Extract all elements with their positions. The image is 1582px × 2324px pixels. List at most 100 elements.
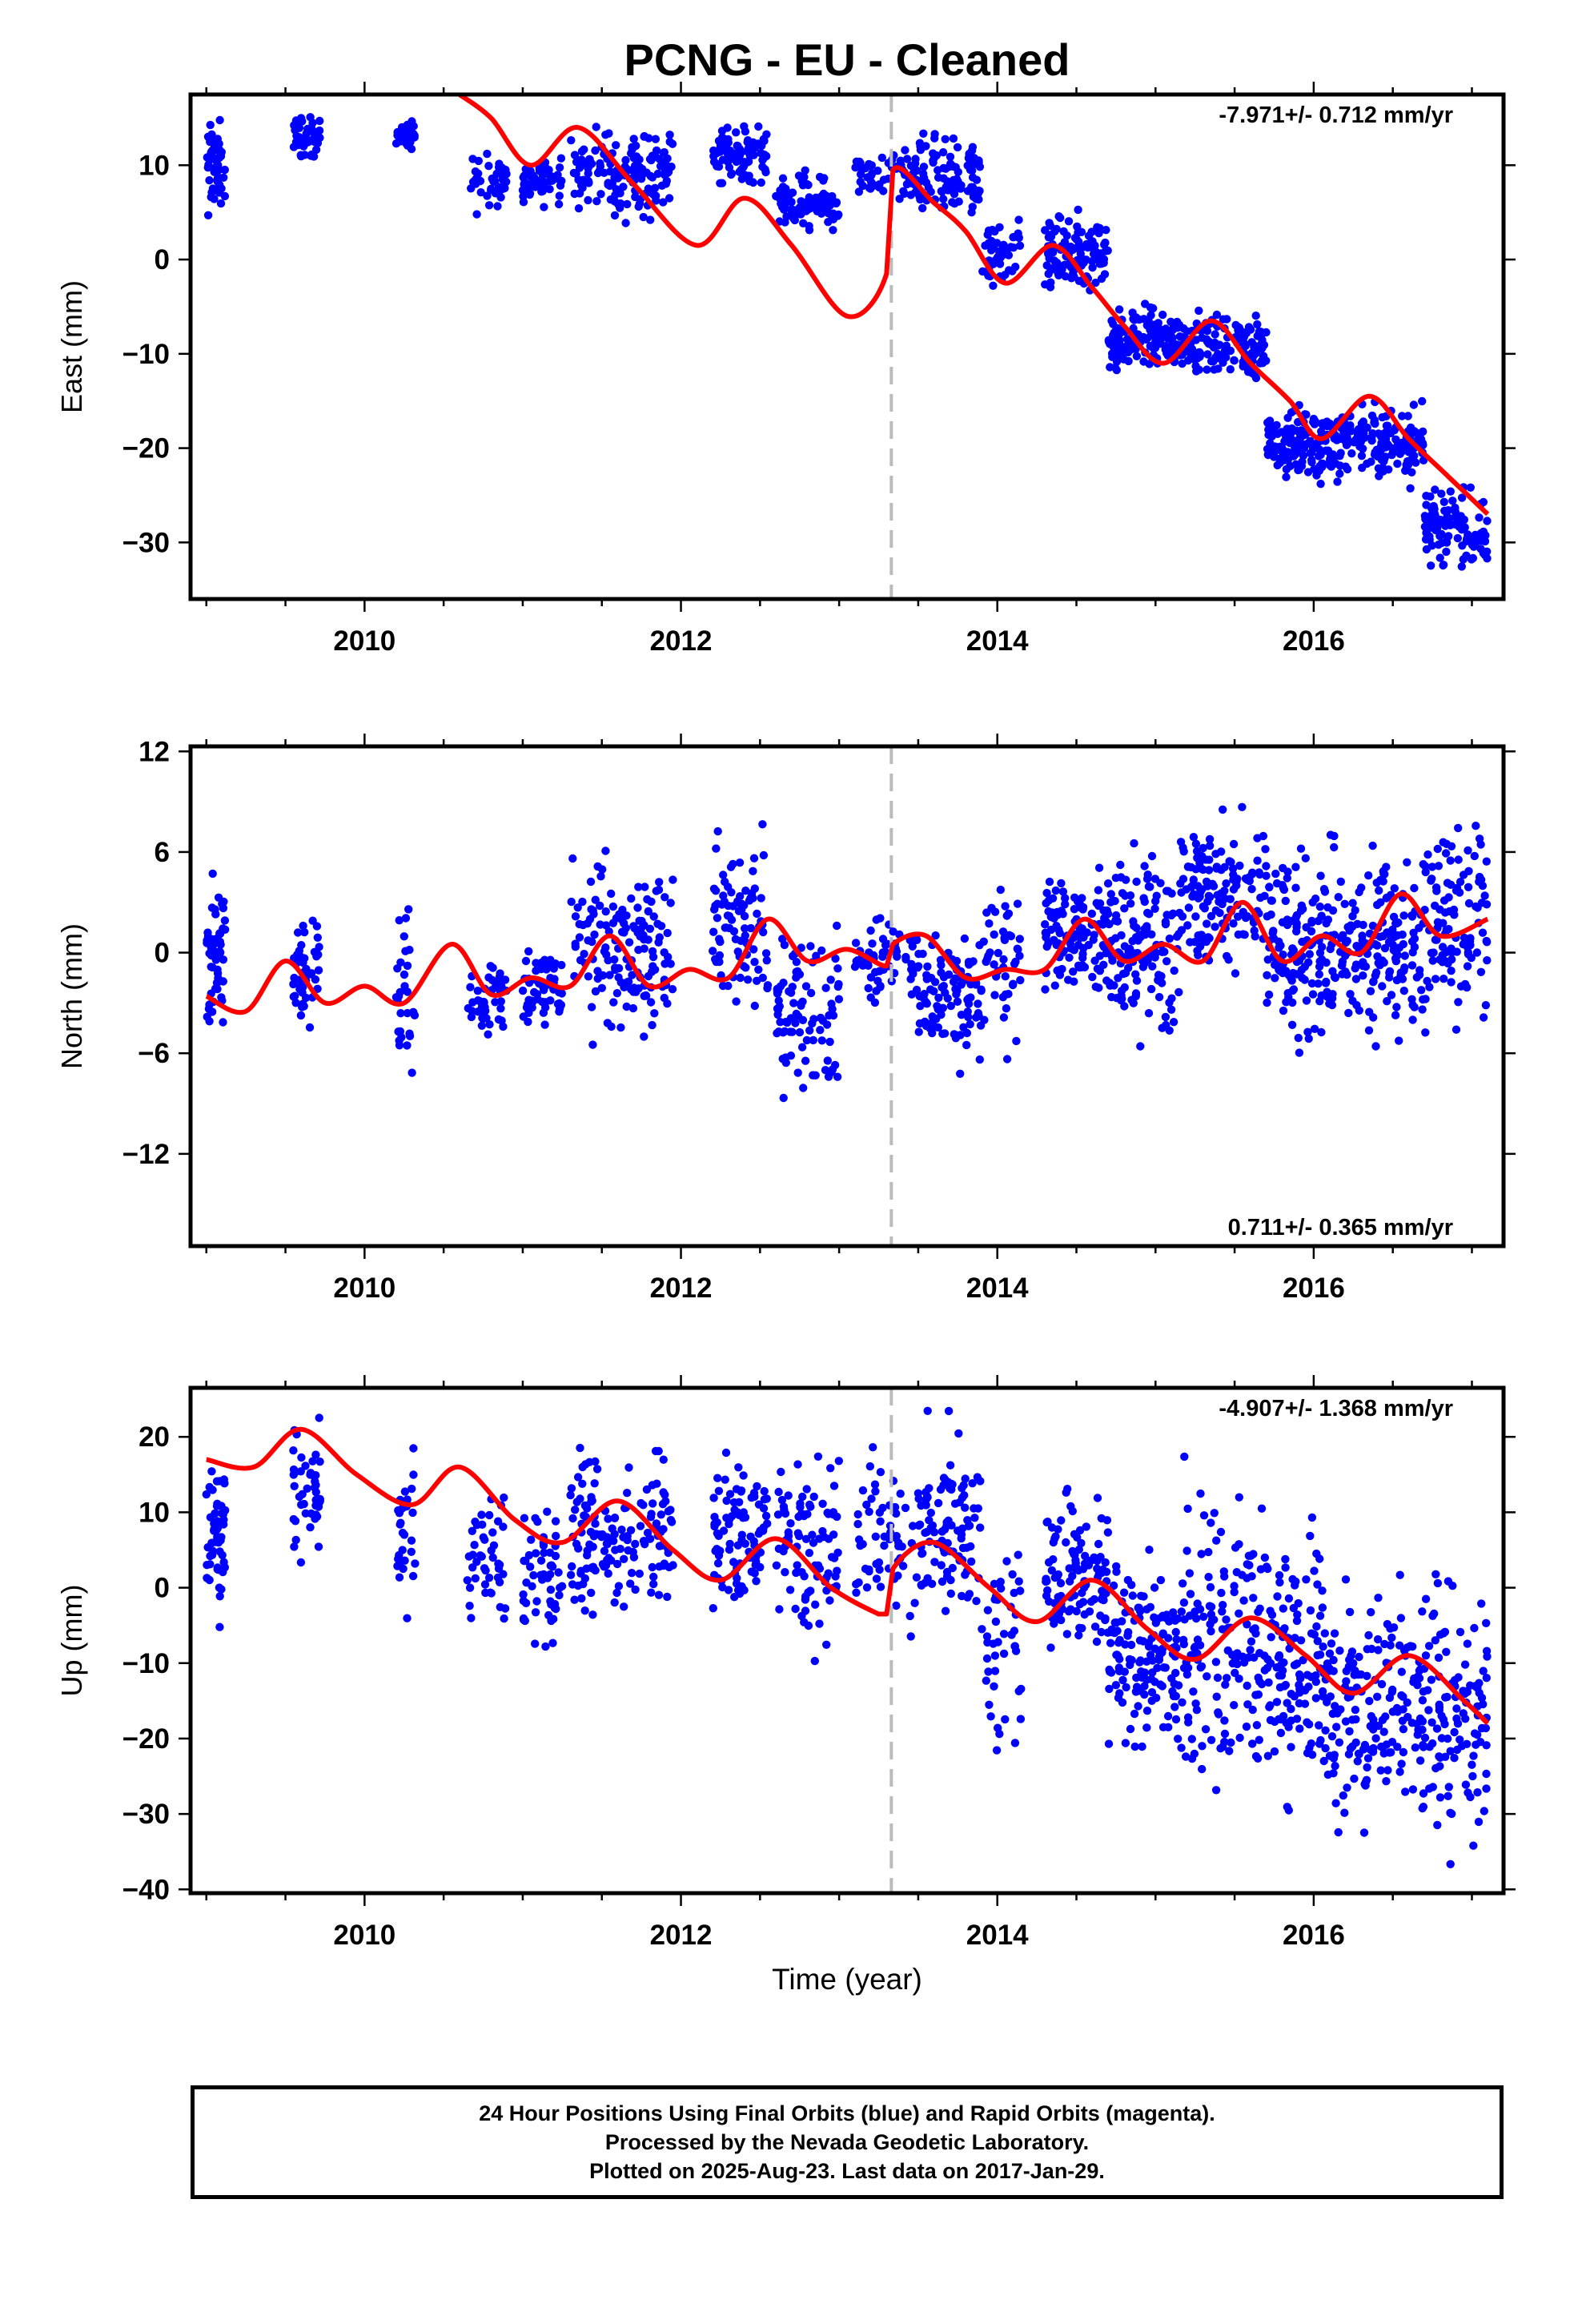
up-data-point	[407, 1536, 416, 1545]
north-data-point	[305, 1023, 315, 1032]
north-data-point	[640, 883, 649, 891]
north-data-point	[616, 978, 625, 987]
up-data-point	[1351, 1738, 1360, 1747]
north-data-point	[812, 951, 821, 960]
up-data-point	[1112, 1567, 1121, 1576]
north-y-tick-label: 0	[155, 938, 170, 969]
up-data-point	[1014, 1577, 1023, 1586]
up-data-point	[1450, 1727, 1459, 1737]
north-data-point	[1269, 927, 1278, 935]
up-data-point	[1049, 1538, 1058, 1547]
up-data-point	[797, 1510, 806, 1518]
up-data-point	[1182, 1546, 1191, 1555]
north-data-point	[593, 974, 602, 983]
up-data-point	[1140, 1690, 1149, 1699]
north-data-point	[645, 924, 655, 934]
north-data-point	[1373, 952, 1382, 961]
up-data-point	[996, 1578, 1006, 1586]
east-data-point	[203, 211, 213, 219]
north-data-point	[1444, 925, 1453, 934]
east-data-point	[1403, 412, 1412, 420]
up-data-point	[833, 1512, 841, 1522]
up-data-point	[1332, 1723, 1341, 1731]
east-data-point	[829, 226, 837, 235]
east-data-point	[1060, 238, 1070, 247]
north-data-point	[746, 923, 756, 933]
up-data-point	[1283, 1699, 1291, 1707]
up-data-point	[709, 1494, 718, 1502]
east-data-point	[1283, 456, 1292, 464]
east-data-point	[1214, 349, 1223, 359]
up-data-point	[970, 1504, 978, 1513]
east-data-point	[295, 133, 303, 142]
north-data-point	[1126, 944, 1134, 954]
north-data-point	[1328, 990, 1337, 999]
east-data-point	[1103, 246, 1112, 255]
up-data-point	[529, 1570, 538, 1580]
north-data-point	[934, 1023, 943, 1032]
north-data-point	[1002, 1055, 1012, 1063]
east-data-point	[740, 122, 749, 131]
north-data-point	[1441, 849, 1451, 858]
up-data-point	[1435, 1753, 1445, 1762]
up-data-point	[1196, 1663, 1205, 1672]
east-data-point	[1407, 468, 1416, 476]
north-data-point	[400, 982, 409, 991]
up-data-point	[629, 1553, 639, 1562]
x-axis-label: Time (year)	[772, 1963, 922, 1996]
east-data-point	[1015, 241, 1025, 250]
up-y-tick-label: −40	[122, 1874, 170, 1905]
north-data-point	[1167, 994, 1176, 1003]
north-data-point	[640, 1032, 648, 1041]
up-data-point	[623, 1531, 632, 1541]
up-data-point	[1072, 1606, 1081, 1616]
east-data-point	[665, 194, 674, 203]
east-data-point	[1283, 413, 1292, 422]
north-data-point	[1231, 969, 1240, 978]
up-data-point	[1369, 1743, 1378, 1753]
up-data-point	[1062, 1538, 1070, 1547]
up-data-point	[1227, 1738, 1235, 1747]
north-data-point	[1456, 878, 1465, 887]
east-data-point	[554, 199, 564, 209]
north-data-point	[1087, 909, 1097, 919]
north-data-point	[1345, 926, 1354, 935]
up-data-point	[791, 1604, 800, 1614]
up-data-point	[793, 1460, 802, 1469]
north-data-point	[518, 986, 528, 995]
north-data-point	[608, 902, 618, 911]
north-data-point	[1366, 987, 1375, 995]
north-data-point	[1369, 1013, 1378, 1022]
east-data-point	[949, 134, 958, 143]
north-data-point	[834, 995, 844, 1003]
up-data-point	[1479, 1699, 1488, 1709]
up-data-point	[1008, 1570, 1017, 1579]
up-data-point	[206, 1560, 215, 1569]
north-data-point	[964, 994, 973, 1003]
east-data-point	[930, 134, 939, 143]
east-model-curve	[458, 94, 1490, 517]
north-data-point	[1292, 923, 1301, 931]
east-data-point	[787, 198, 796, 207]
up-data-point	[493, 1517, 503, 1526]
up-data-point	[587, 1588, 596, 1598]
up-data-point	[289, 1514, 298, 1524]
up-data-point	[1427, 1718, 1436, 1727]
up-data-point	[1321, 1726, 1330, 1735]
up-data-point	[215, 1592, 224, 1601]
up-data-point	[566, 1490, 575, 1500]
up-data-point	[926, 1508, 936, 1518]
east-data-point	[819, 189, 828, 199]
up-x-tick-label: 2014	[966, 1920, 1029, 1951]
up-data-point	[896, 1490, 905, 1498]
north-data-point	[1070, 946, 1078, 955]
up-data-point	[1428, 1739, 1437, 1748]
up-data-point	[1192, 1706, 1202, 1715]
up-data-point	[649, 1572, 658, 1582]
north-data-point	[791, 1019, 800, 1027]
east-data-point	[1074, 205, 1082, 215]
east-data-point	[1251, 312, 1260, 320]
up-data-point	[1204, 1547, 1213, 1557]
east-data-point	[567, 136, 576, 145]
up-data-point	[1239, 1596, 1248, 1605]
